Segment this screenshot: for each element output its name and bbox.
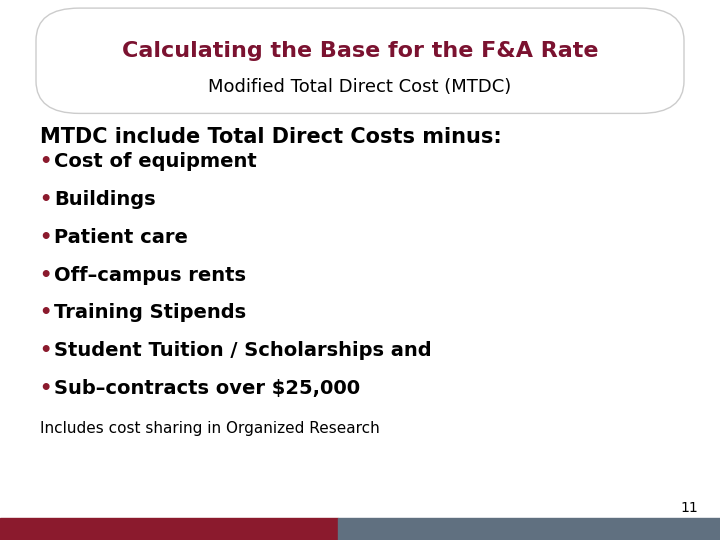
- FancyBboxPatch shape: [36, 8, 684, 113]
- Text: •: •: [40, 303, 52, 322]
- Text: Student Tuition / Scholarships and: Student Tuition / Scholarships and: [54, 341, 431, 360]
- Text: •: •: [40, 152, 52, 171]
- Text: •: •: [40, 228, 52, 247]
- Bar: [0, 518, 338, 540]
- Text: MTDC include Total Direct Costs minus:: MTDC include Total Direct Costs minus:: [40, 127, 501, 147]
- Text: Off–campus rents: Off–campus rents: [54, 266, 246, 285]
- Text: Includes cost sharing in Organized Research: Includes cost sharing in Organized Resea…: [40, 421, 379, 436]
- Text: •: •: [40, 379, 52, 398]
- Text: •: •: [40, 341, 52, 360]
- Text: 11: 11: [680, 501, 698, 515]
- Text: Training Stipends: Training Stipends: [54, 303, 246, 322]
- Text: Modified Total Direct Cost (MTDC): Modified Total Direct Cost (MTDC): [208, 78, 512, 97]
- Text: Cost of equipment: Cost of equipment: [54, 152, 257, 171]
- Text: Patient care: Patient care: [54, 228, 188, 247]
- Text: •: •: [40, 190, 52, 209]
- Text: •: •: [40, 266, 52, 285]
- Text: Sub–contracts over $25,000: Sub–contracts over $25,000: [54, 379, 360, 398]
- Bar: [338, 518, 720, 540]
- Text: Calculating the Base for the F&A Rate: Calculating the Base for the F&A Rate: [122, 41, 598, 62]
- Text: Buildings: Buildings: [54, 190, 156, 209]
